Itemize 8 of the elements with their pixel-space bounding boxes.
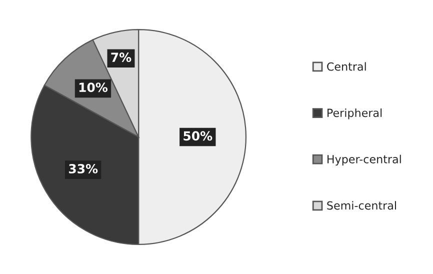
data-label: 50% [184,131,212,141]
legend-label: Semi-central [327,201,396,210]
legend-label: Peripheral [328,108,382,120]
legend-label: Hyper-central [328,154,401,166]
data-label: 7% [111,52,132,62]
legend-label: Central [327,62,366,71]
data-label: 10% [79,82,108,92]
data-label: 33% [68,164,98,174]
